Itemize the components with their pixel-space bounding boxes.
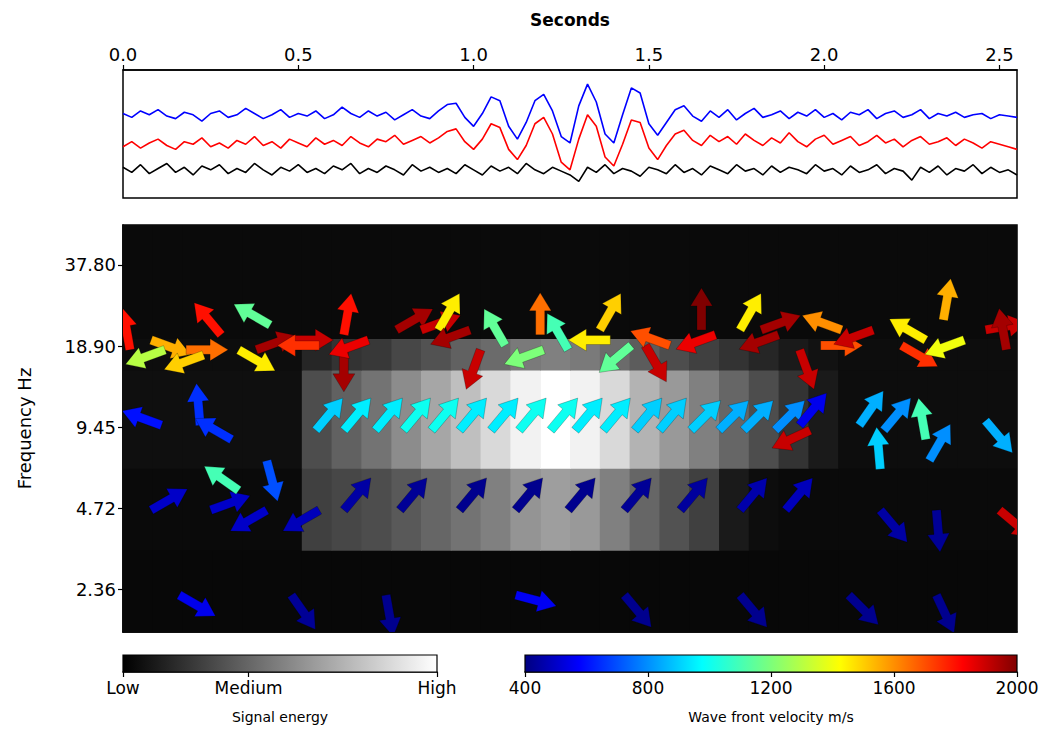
- svg-text:400: 400: [509, 678, 541, 698]
- svg-text:2000: 2000: [995, 678, 1038, 698]
- svg-text:0.5: 0.5: [284, 44, 313, 65]
- svg-text:Low: Low: [106, 678, 140, 698]
- svg-text:Frequency Hz: Frequency Hz: [14, 368, 35, 490]
- svg-text:Signal energy: Signal energy: [232, 709, 328, 725]
- svg-text:Wave front velocity m/s: Wave front velocity m/s: [688, 709, 853, 725]
- svg-text:1.0: 1.0: [459, 44, 488, 65]
- svg-text:1200: 1200: [749, 678, 792, 698]
- svg-text:0.0: 0.0: [109, 44, 138, 65]
- svg-text:Seconds: Seconds: [530, 10, 610, 30]
- svg-text:1600: 1600: [872, 678, 915, 698]
- svg-text:9.45: 9.45: [76, 417, 116, 438]
- svg-text:2.5: 2.5: [985, 44, 1014, 65]
- svg-text:High: High: [417, 678, 456, 698]
- svg-text:18.90: 18.90: [64, 336, 116, 357]
- svg-text:2.36: 2.36: [76, 579, 116, 600]
- svg-text:4.72: 4.72: [76, 498, 116, 519]
- svg-text:37.80: 37.80: [64, 254, 116, 275]
- svg-text:Medium: Medium: [215, 678, 283, 698]
- svg-text:2.0: 2.0: [810, 44, 839, 65]
- svg-text:800: 800: [632, 678, 664, 698]
- svg-text:1.5: 1.5: [635, 44, 664, 65]
